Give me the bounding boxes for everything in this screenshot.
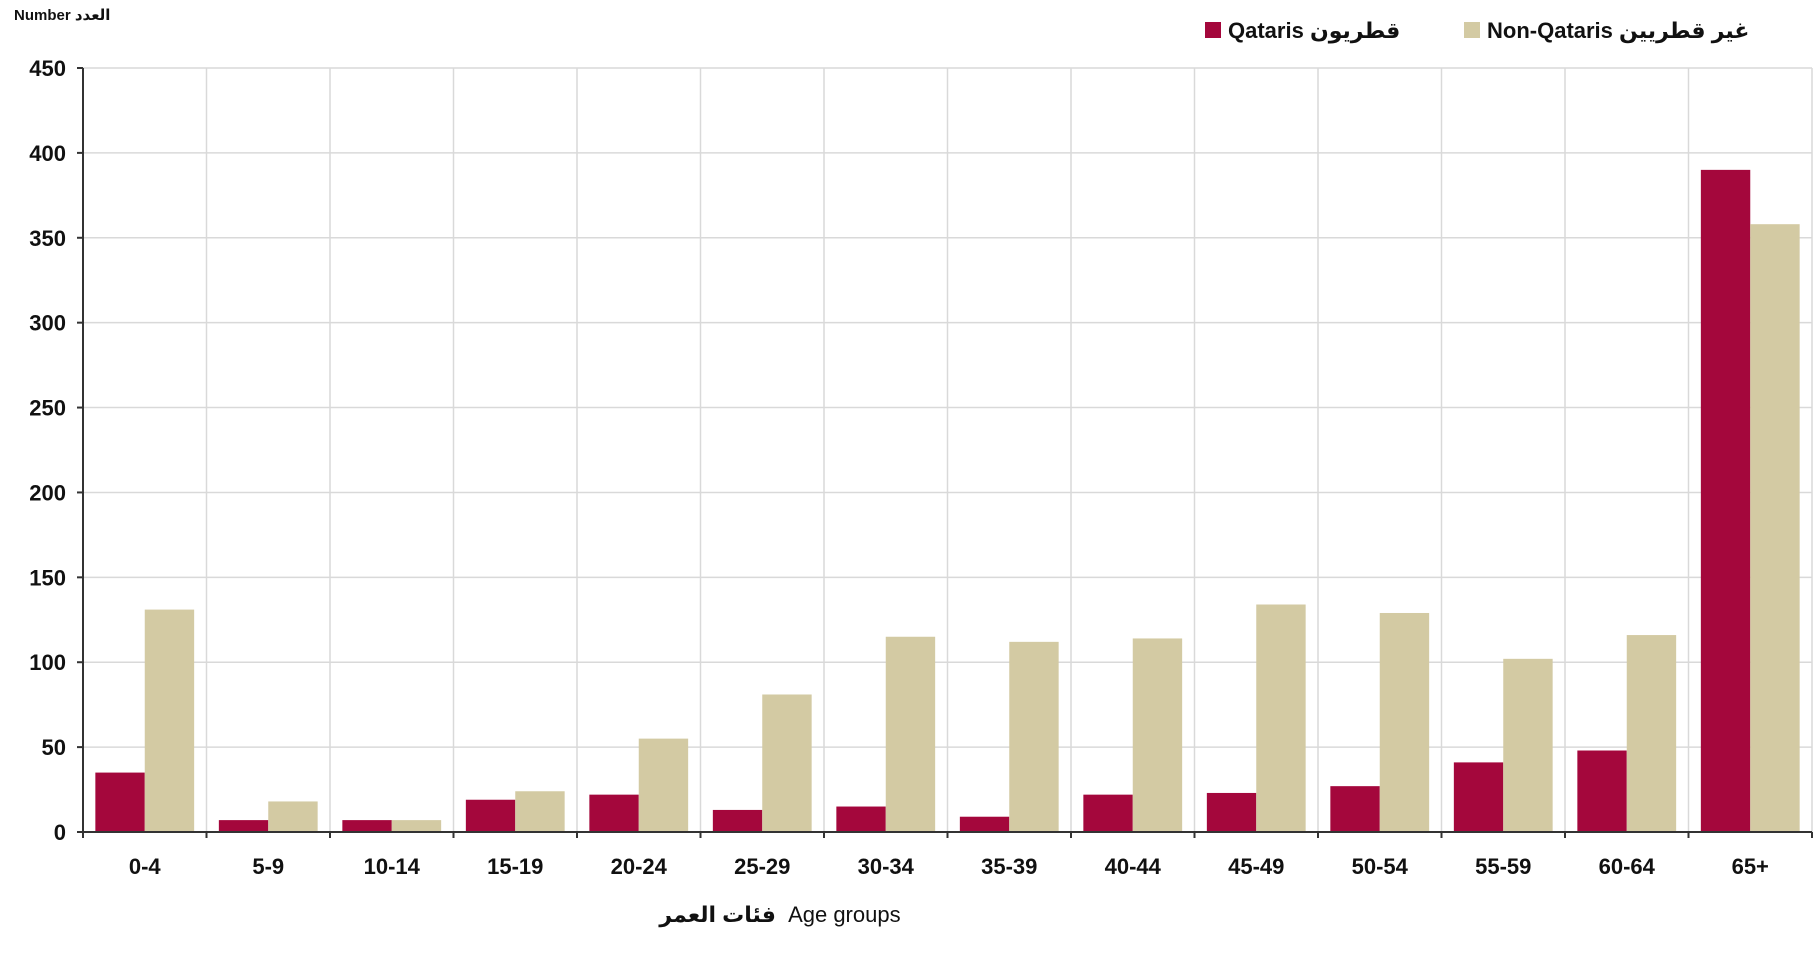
- bar-qataris-55-59: [1453, 762, 1504, 832]
- bar-non-qataris-45-49: [1256, 604, 1306, 832]
- bar-qataris-45-49: [1206, 792, 1257, 832]
- bar-non-qataris-55-59: [1503, 658, 1553, 832]
- y-tick-label-50: 50: [42, 735, 66, 760]
- legend-item-non-qataris: Non-Qataris غير قطريين: [1464, 18, 1749, 44]
- x-tick-label-5-9: 5-9: [252, 854, 284, 879]
- y-tick-label-250: 250: [29, 396, 66, 421]
- x-tick-label-60-64: 60-64: [1599, 854, 1656, 879]
- bar-non-qataris-20-24: [638, 738, 689, 832]
- bar-non-qataris-0-4: [144, 609, 195, 832]
- bar-qataris-5-9: [218, 820, 269, 832]
- x-tick-label-55-59: 55-59: [1475, 854, 1531, 879]
- bar-qataris-0-4: [95, 772, 145, 832]
- y-tick-label-350: 350: [29, 226, 66, 251]
- bar-non-qataris-5-9: [268, 801, 318, 832]
- x-tick-label-50-54: 50-54: [1352, 854, 1409, 879]
- y-tick-label-400: 400: [29, 141, 66, 166]
- bar-non-qataris-25-29: [762, 694, 812, 832]
- x-tick-labels: 0-4 5-9 10-14 15-19 20-24 25-29 30-34 35-39 40-4…: [129, 854, 1769, 879]
- y-tick-label-200: 200: [29, 480, 66, 505]
- x-axis-label: فئات العمر Age groups: [658, 902, 900, 928]
- legend-label-qataris: Qataris قطريون: [1228, 18, 1400, 44]
- bar-qataris-35-39: [959, 816, 1010, 832]
- bar-qataris-30-34: [836, 806, 886, 832]
- bar-qataris-60-64: [1577, 750, 1627, 832]
- legend-swatch-qataris: [1205, 22, 1221, 38]
- y-tick-label-300: 300: [29, 311, 66, 336]
- y-tick-label-150: 150: [29, 565, 66, 590]
- bar-non-qataris-50-54: [1379, 612, 1430, 832]
- bar-non-qataris-35-39: [1009, 641, 1059, 832]
- y-axis-label: Number العدد: [14, 7, 110, 24]
- gridlines: [83, 67, 1813, 832]
- x-tick-label-40-44: 40-44: [1105, 854, 1162, 879]
- legend: Qataris قطريون Non-Qataris غير قطريين: [1205, 18, 1749, 44]
- x-tick-label-0-4: 0-4: [129, 854, 162, 879]
- x-tick-label-10-14: 10-14: [364, 854, 421, 879]
- bar-non-qataris-10-14: [391, 820, 442, 832]
- y-tick-label-100: 100: [29, 650, 66, 675]
- x-tick-label-20-24: 20-24: [611, 854, 668, 879]
- bar-qataris-10-14: [342, 820, 392, 832]
- bar-non-qataris-40-44: [1132, 638, 1183, 832]
- legend-label-non-qataris: Non-Qataris غير قطريين: [1487, 18, 1749, 44]
- bar-non-qataris-65+: [1750, 224, 1800, 832]
- bar-non-qataris-30-34: [885, 636, 936, 832]
- bar-non-qataris-60-64: [1626, 635, 1677, 832]
- bar-qataris-40-44: [1083, 794, 1133, 832]
- x-tick-label-30-34: 30-34: [858, 854, 915, 879]
- axes: [77, 67, 1813, 838]
- y-tick-labels: 0 50 100 150 200 250 300 350 400 450: [29, 56, 66, 845]
- x-tick-label-45-49: 45-49: [1228, 854, 1284, 879]
- x-tick-label-65+: 65+: [1732, 854, 1769, 879]
- bars: [95, 169, 1800, 832]
- x-tick-label-15-19: 15-19: [487, 854, 543, 879]
- bar-qataris-50-54: [1330, 786, 1380, 832]
- bar-qataris-65+: [1700, 169, 1751, 832]
- x-tick-label-25-29: 25-29: [734, 854, 790, 879]
- x-tick-label-35-39: 35-39: [981, 854, 1037, 879]
- y-tick-label-450: 450: [29, 56, 66, 81]
- x-axis-label-arabic: فئات العمر: [658, 902, 776, 928]
- x-axis-label-english: Age groups: [788, 902, 901, 927]
- bar-qataris-20-24: [589, 794, 639, 832]
- bar-qataris-15-19: [465, 799, 516, 832]
- y-tick-label-0: 0: [54, 820, 66, 845]
- bar-non-qataris-15-19: [515, 791, 565, 832]
- legend-swatch-non-qataris: [1464, 22, 1480, 38]
- legend-item-qataris: Qataris قطريون: [1205, 18, 1400, 44]
- bar-qataris-25-29: [712, 809, 763, 832]
